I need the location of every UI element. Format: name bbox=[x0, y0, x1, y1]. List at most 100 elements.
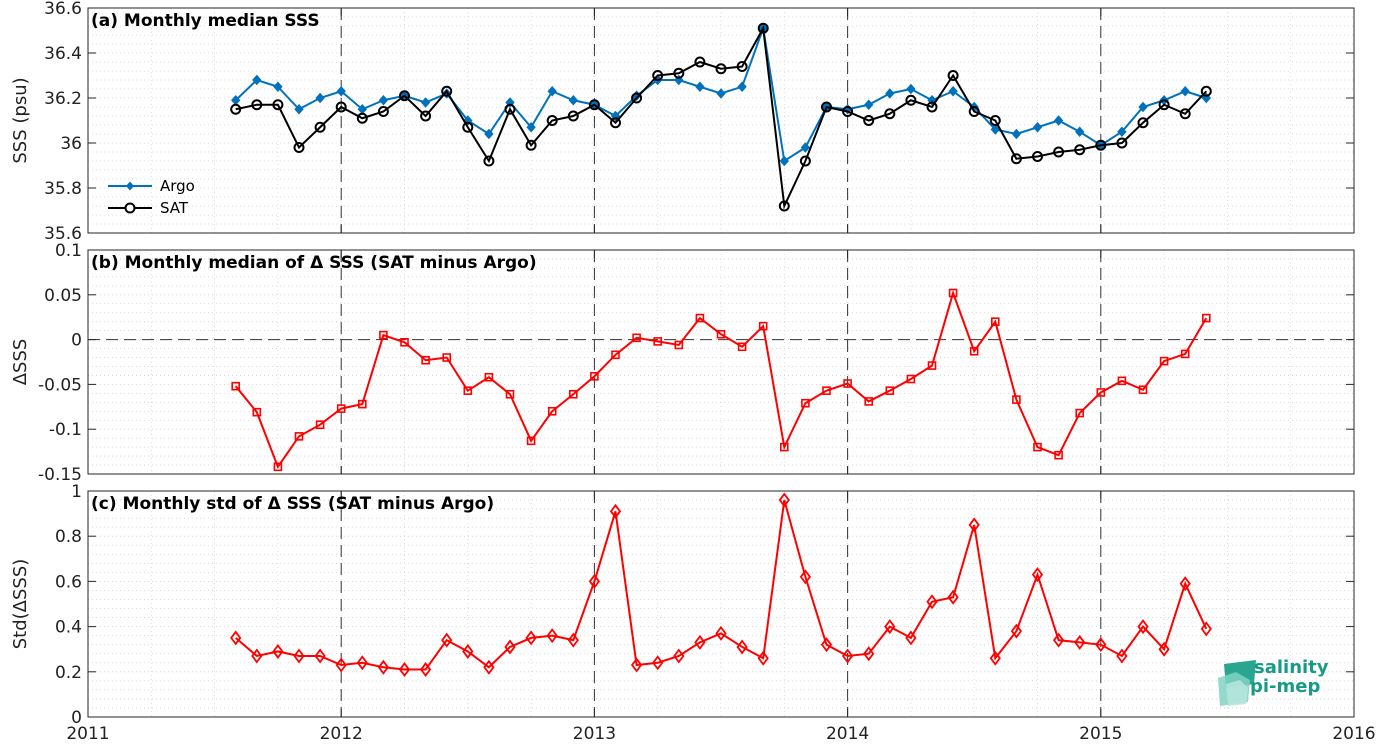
y-tick-label: 0 bbox=[71, 708, 82, 728]
data-point bbox=[990, 124, 1000, 135]
data-point bbox=[757, 22, 769, 34]
data-point bbox=[568, 94, 578, 106]
data-point bbox=[989, 650, 1001, 666]
data-point bbox=[695, 81, 705, 93]
data-point bbox=[442, 353, 452, 362]
data-point bbox=[1010, 153, 1022, 165]
y-tick-label: 35.6 bbox=[44, 224, 82, 244]
data-point bbox=[1179, 576, 1191, 592]
data-point bbox=[1158, 99, 1170, 111]
data-point bbox=[695, 313, 705, 323]
data-point bbox=[990, 317, 1000, 326]
data-point bbox=[525, 139, 537, 151]
data-point bbox=[800, 142, 811, 153]
data-point bbox=[1117, 126, 1127, 138]
y-tick-label: 36.6 bbox=[44, 0, 82, 19]
data-point bbox=[357, 399, 367, 409]
data-point bbox=[885, 386, 895, 395]
data-point bbox=[1200, 85, 1212, 97]
series-delta bbox=[230, 492, 1212, 678]
legend-label: SAT bbox=[160, 199, 189, 217]
logo-text-pi-mep: pi-mep bbox=[1250, 676, 1321, 697]
data-point bbox=[483, 155, 495, 167]
salinity-pi-mep-logo: salinity pi-mep bbox=[1214, 658, 1354, 708]
y-tick-label: 0.6 bbox=[55, 572, 82, 592]
data-point bbox=[378, 94, 389, 106]
data-point bbox=[399, 90, 410, 102]
data-point bbox=[632, 333, 641, 343]
data-point bbox=[1095, 637, 1107, 653]
data-point bbox=[356, 655, 368, 671]
y-tick-label: 36.2 bbox=[44, 89, 82, 109]
data-point bbox=[272, 99, 284, 111]
data-point bbox=[547, 406, 557, 416]
data-point bbox=[1053, 146, 1065, 158]
data-point bbox=[694, 56, 706, 68]
data-point bbox=[505, 389, 515, 399]
data-point bbox=[737, 342, 747, 352]
data-point bbox=[1137, 117, 1149, 129]
data-point bbox=[1180, 349, 1190, 359]
data-point bbox=[252, 74, 262, 86]
data-point bbox=[821, 101, 832, 113]
data-point bbox=[1138, 101, 1148, 113]
data-point bbox=[841, 648, 854, 664]
data-point bbox=[314, 121, 326, 133]
data-point bbox=[421, 355, 430, 365]
data-point bbox=[1180, 85, 1190, 97]
data-point bbox=[1116, 137, 1128, 149]
panel-a: 35.6 35.8 36 36.2 36.4 36.6 SSS (psu) (a) Month… bbox=[10, 0, 1355, 244]
grid bbox=[87, 249, 1355, 475]
y-tick-label: 35.8 bbox=[44, 179, 82, 199]
legend: Argo SAT bbox=[108, 177, 195, 217]
data-point bbox=[484, 372, 494, 382]
panel-b: -0.15 -0.1 -0.05 0 0.05 0.1 ΔSSS (b) Monthly me… bbox=[10, 241, 1355, 485]
data-point bbox=[420, 110, 432, 122]
x-tick-label: 2016 bbox=[1332, 724, 1375, 744]
data-point bbox=[630, 657, 643, 673]
legend-marker bbox=[126, 181, 134, 191]
y-tick-label: 0 bbox=[71, 331, 82, 351]
data-point bbox=[1074, 634, 1086, 650]
data-point bbox=[273, 462, 283, 472]
y-tick-label: 36.4 bbox=[44, 44, 82, 64]
data-point bbox=[356, 112, 368, 124]
data-point bbox=[546, 115, 558, 126]
data-point bbox=[525, 630, 537, 646]
legend-label: Argo bbox=[160, 177, 195, 195]
data-point bbox=[335, 101, 347, 113]
y-tick-label: 36 bbox=[60, 134, 82, 154]
data-point bbox=[462, 643, 474, 659]
data-point bbox=[906, 83, 916, 95]
data-point bbox=[230, 103, 242, 115]
data-point bbox=[567, 632, 579, 648]
data-point bbox=[1031, 567, 1044, 583]
data-point bbox=[969, 346, 979, 356]
data-point bbox=[1137, 619, 1149, 635]
y-tick-label: 0.1 bbox=[55, 241, 82, 261]
data-point bbox=[526, 121, 536, 133]
data-point bbox=[948, 288, 958, 298]
data-point bbox=[674, 340, 684, 350]
panel-c: 0 0.2 0.4 0.6 0.8 1 Std(ΔSSS) (c) Monthly std o… bbox=[10, 482, 1355, 728]
data-point bbox=[801, 398, 810, 408]
data-point bbox=[758, 321, 768, 331]
x-tick-label: 2013 bbox=[573, 724, 616, 744]
data-point bbox=[590, 372, 599, 381]
data-point bbox=[272, 643, 284, 659]
data-point bbox=[293, 142, 305, 153]
y-axis-label: ΔSSS bbox=[10, 339, 31, 386]
data-point bbox=[251, 648, 263, 664]
data-point bbox=[611, 350, 620, 360]
legend-marker bbox=[124, 202, 136, 214]
data-point bbox=[251, 99, 263, 111]
y-tick-label: 0.2 bbox=[55, 663, 82, 683]
data-point bbox=[673, 648, 685, 664]
data-point bbox=[1032, 151, 1043, 162]
data-point bbox=[926, 101, 938, 113]
data-point bbox=[379, 330, 388, 340]
data-point bbox=[1116, 648, 1128, 664]
data-point bbox=[947, 70, 959, 81]
panel-title: (a) Monthly median SSS bbox=[91, 11, 320, 31]
